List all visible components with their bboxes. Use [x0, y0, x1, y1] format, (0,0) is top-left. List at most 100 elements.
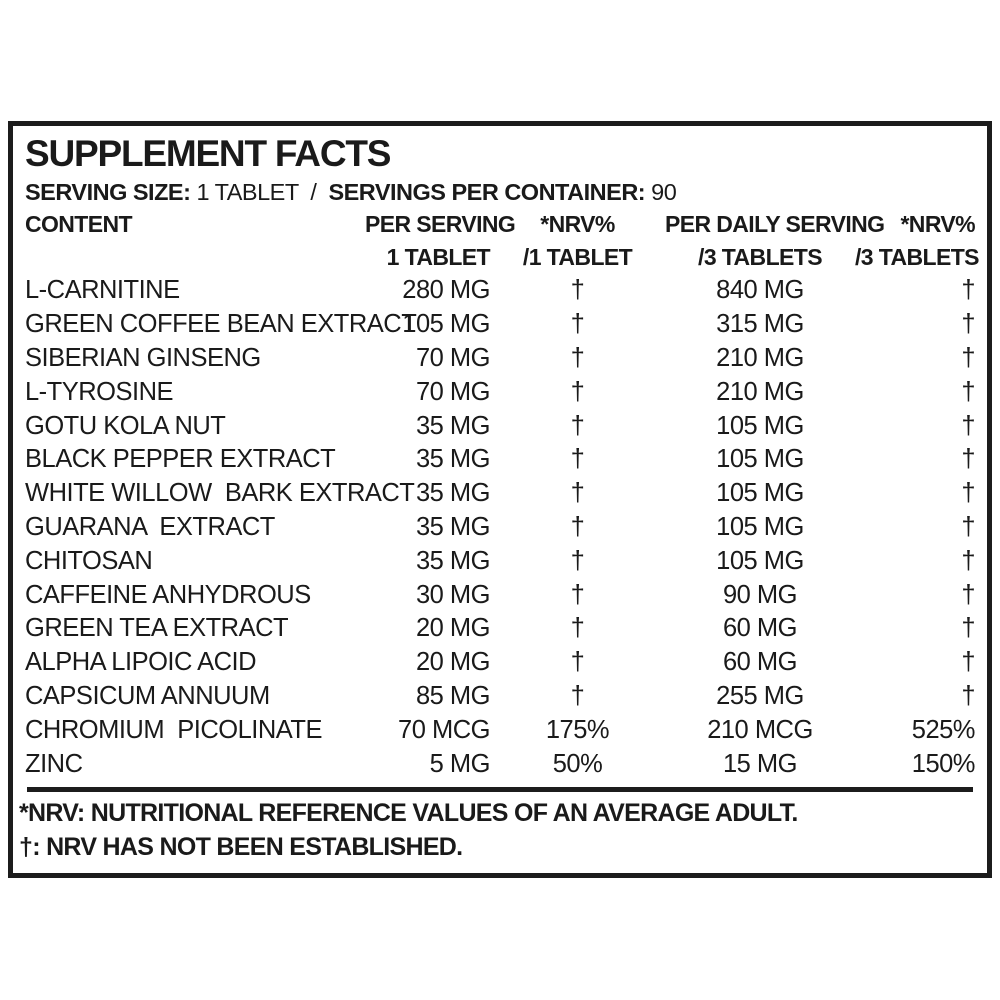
per-daily-serving-cell: 255 MG	[716, 681, 804, 710]
per-daily-serving-cell: 315 MG	[716, 310, 804, 339]
serving-size-value: 1 TABLET	[196, 179, 299, 205]
serving-size-label: SERVING SIZE:	[25, 179, 191, 205]
serving-info-line: SERVING SIZE: 1 TABLET / SERVINGS PER CO…	[25, 176, 975, 208]
per-daily-serving-cell: 105 MG	[716, 445, 804, 474]
per-daily-serving-cell: 105 MG	[716, 479, 804, 508]
ingredient-row: WHITE WILLOW BARK EXTRACT 35 MG † 105 MG…	[25, 477, 976, 511]
supplement-facts-panel: SUPPLEMENT FACTS SERVING SIZE: 1 TABLET …	[8, 121, 992, 878]
ingredient-name-cell: L-TYROSINE	[25, 377, 174, 406]
per-serving-value-cell: 35 MG	[415, 411, 491, 440]
per-daily-serving-cell: 60 MG	[722, 614, 798, 643]
ingredient-row: CAFFEINE ANHYDROUS 30 MG † 90 MG †	[25, 578, 976, 612]
per-daily-serving-cell: 105 MG	[716, 546, 804, 575]
servings-per-container-value: 90	[651, 179, 677, 205]
ingredient-name-cell: GREEN TEA EXTRACT	[25, 614, 289, 643]
per-serving-value-cell: 35 MG	[415, 445, 491, 474]
footnote-divider	[27, 786, 973, 792]
nrv-per-tablet-cell: †	[570, 310, 585, 339]
nrv-per-tablet-cell: 175%	[545, 715, 610, 744]
ingredient-row: GREEN TEA EXTRACT 20 MG † 60 MG †	[25, 612, 976, 646]
servings-per-container-label: SERVINGS PER CONTAINER:	[328, 179, 646, 205]
ingredient-table-body: L-CARNITINE 280 MG † 840 MG † GREEN COFF…	[25, 274, 976, 781]
nrv-per-tablet-cell: †	[570, 512, 585, 541]
header-nrv-per-daily: *NRV%	[900, 211, 975, 237]
nrv-per-daily-cell: †	[961, 681, 975, 710]
nrv-per-daily-cell: 150%	[911, 749, 976, 778]
ingredient-row: GREEN COFFEE BEAN EXTRACT 105 MG † 315 M…	[25, 308, 976, 342]
ingredient-row: GOTU KOLA NUT 35 MG † 105 MG †	[25, 409, 976, 443]
ingredient-name-cell: GREEN COFFEE BEAN EXTRACT	[25, 310, 417, 339]
nrv-per-tablet-cell: †	[570, 479, 585, 508]
per-serving-value-cell: 20 MG	[415, 648, 491, 677]
ingredient-name-cell: BLACK PEPPER EXTRACT	[25, 445, 336, 474]
nrv-per-tablet-cell: 50%	[552, 749, 603, 778]
ingredient-name-cell: ALPHA LIPOIC ACID	[25, 648, 257, 677]
nrv-per-tablet-cell: †	[570, 343, 585, 372]
per-serving-value-cell: 105 MG	[402, 310, 490, 339]
per-serving-value-cell: 70 MCG	[398, 715, 490, 744]
subheader-per-three-tablets: /3 TABLETS	[855, 244, 980, 270]
nrv-per-daily-cell: †	[961, 580, 975, 609]
per-serving-value-cell: 35 MG	[415, 512, 491, 541]
ingredient-row: SIBERIAN GINSENG 70 MG † 210 MG †	[25, 342, 976, 376]
nrv-per-daily-cell: †	[961, 512, 975, 541]
header-nrv-per-tablet: *NRV%	[540, 211, 615, 237]
per-serving-value-cell: 30 MG	[415, 580, 491, 609]
nrv-per-tablet-cell: †	[570, 614, 585, 643]
ingredient-row: ZINC 5 MG 50% 15 MG 150%	[25, 747, 976, 781]
ingredient-name-cell: WHITE WILLOW BARK EXTRACT	[25, 479, 415, 508]
nrv-per-tablet-cell: †	[570, 377, 585, 406]
ingredient-row: CHITOSAN 35 MG † 105 MG †	[25, 544, 976, 578]
ingredient-row: CHROMIUM PICOLINATE 70 MCG 175% 210 MCG …	[25, 713, 976, 747]
subheader-one-tablet: 1 TABLET	[386, 244, 491, 270]
nrv-per-tablet-cell: †	[570, 681, 585, 710]
ingredient-name-cell: SIBERIAN GINSENG	[25, 343, 261, 372]
nrv-per-daily-cell: †	[961, 445, 975, 474]
per-daily-serving-cell: 105 MG	[716, 512, 804, 541]
nrv-per-tablet-cell: †	[570, 276, 585, 305]
per-daily-serving-cell: 840 MG	[716, 276, 804, 305]
ingredient-row: BLACK PEPPER EXTRACT 35 MG † 105 MG †	[25, 443, 976, 477]
per-serving-value-cell: 85 MG	[415, 681, 491, 710]
nrv-per-daily-cell: †	[961, 546, 975, 575]
nrv-per-daily-cell: †	[961, 614, 975, 643]
ingredient-row: ALPHA LIPOIC ACID 20 MG † 60 MG †	[25, 646, 976, 680]
per-serving-value-cell: 20 MG	[415, 614, 491, 643]
nrv-per-tablet-cell: †	[570, 546, 585, 575]
subheader-per-one-tablet: /1 TABLET	[522, 244, 633, 270]
per-daily-serving-cell: 15 MG	[722, 749, 798, 778]
per-serving-value-cell: 70 MG	[415, 343, 491, 372]
nrv-per-daily-cell: †	[961, 411, 975, 440]
ingredient-name-cell: GOTU KOLA NUT	[25, 411, 226, 440]
per-daily-serving-cell: 210 MCG	[707, 715, 813, 744]
per-serving-value-cell: 280 MG	[402, 276, 490, 305]
footnote-nrv-not-established: †: NRV HAS NOT BEEN ESTABLISHED.	[19, 832, 463, 861]
nrv-per-daily-cell: †	[961, 276, 975, 305]
ingredient-name-cell: ZINC	[25, 749, 83, 778]
header-per-serving: PER SERVING	[365, 211, 516, 237]
nrv-per-daily-cell: †	[961, 479, 975, 508]
per-daily-serving-cell: 105 MG	[716, 411, 804, 440]
header-content: CONTENT	[25, 211, 133, 237]
nrv-per-daily-cell: 525%	[911, 715, 976, 744]
subheader-three-tablets: /3 TABLETS	[698, 244, 823, 270]
per-serving-value-cell: 35 MG	[415, 546, 491, 575]
per-daily-serving-cell: 90 MG	[722, 580, 798, 609]
per-daily-serving-cell: 210 MG	[716, 377, 804, 406]
ingredient-row: CAPSICUM ANNUUM 85 MG † 255 MG †	[25, 680, 976, 714]
table-subheader-row: 1 TABLET /1 TABLET /3 TABLETS /3 TABLETS	[25, 241, 980, 274]
per-serving-value-cell: 5 MG	[429, 749, 491, 778]
ingredient-name-cell: CAPSICUM ANNUUM	[25, 681, 270, 710]
ingredient-name-cell: GUARANA EXTRACT	[25, 512, 275, 541]
per-serving-value-cell: 35 MG	[415, 479, 491, 508]
nrv-per-tablet-cell: †	[570, 648, 585, 677]
nrv-per-tablet-cell: †	[570, 445, 585, 474]
ingredient-row: L-TYROSINE 70 MG † 210 MG †	[25, 375, 976, 409]
nrv-per-tablet-cell: †	[570, 411, 585, 440]
panel-title: SUPPLEMENT FACTS	[25, 133, 391, 174]
header-per-daily-serving: PER DAILY SERVING	[665, 211, 885, 237]
per-daily-serving-cell: 60 MG	[722, 648, 798, 677]
ingredient-row: GUARANA EXTRACT 35 MG † 105 MG †	[25, 511, 976, 545]
per-serving-value-cell: 70 MG	[415, 377, 491, 406]
ingredient-name-cell: CAFFEINE ANHYDROUS	[25, 580, 311, 609]
